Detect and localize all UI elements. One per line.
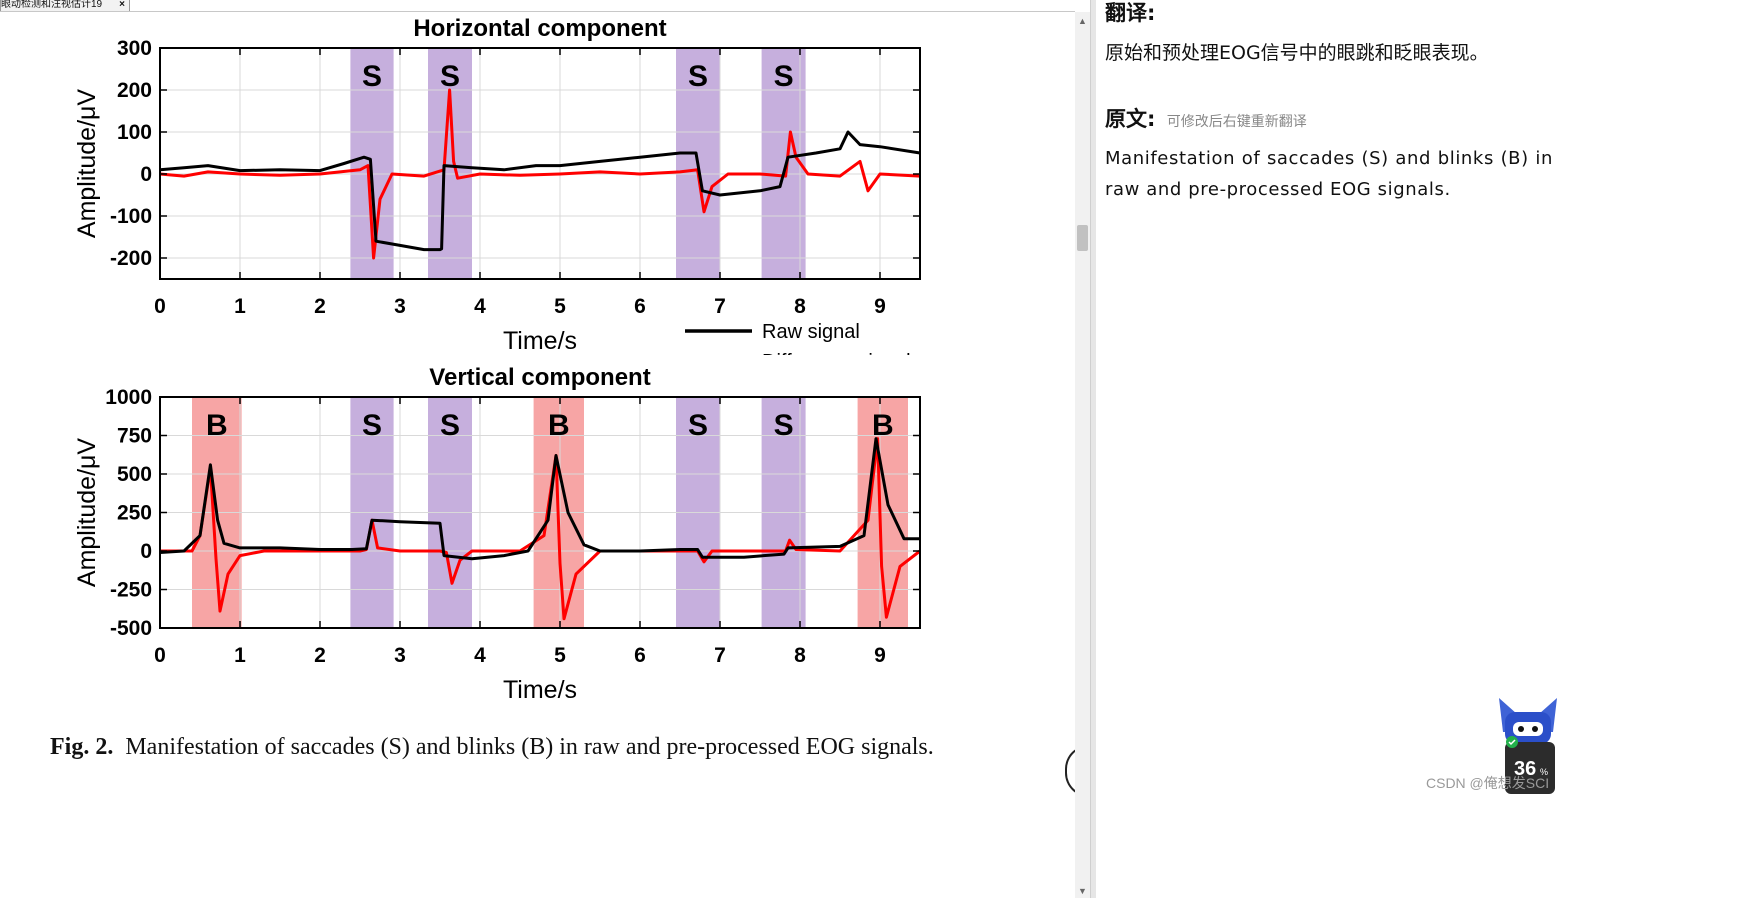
x-tick-label: 9: [874, 295, 886, 318]
caption-text: Manifestation of saccades (S) and blinks…: [125, 734, 934, 760]
x-tick-label: 7: [714, 295, 726, 318]
x-tick-label: 3: [394, 295, 406, 318]
series-line-raw-signal: [159, 130, 921, 252]
assistant-widget[interactable]: 36 %: [1497, 696, 1559, 798]
region-label-2: S: [688, 60, 708, 93]
y-tick-label: 0: [140, 163, 152, 186]
region-label-5: S: [774, 409, 794, 442]
y-tick-label: 500: [117, 463, 152, 486]
region-label-1: S: [362, 409, 382, 442]
x-tick-label: 6: [634, 295, 646, 318]
document-viewer: 眼动检测和注视估计19 × Horizontal component S S S S 0 1…: [0, 0, 1097, 797]
region-s-1: [428, 48, 472, 279]
y-tick-label: 0: [140, 540, 152, 563]
x-tick-label: 6: [634, 644, 646, 667]
widget-body: [1505, 742, 1555, 794]
x-tick-label: 1: [234, 644, 246, 667]
series-line-raw-signal: [159, 437, 920, 561]
x-tick-label: 8: [794, 295, 806, 318]
x-tick-label: 5: [554, 295, 566, 318]
y-tick-label: 1000: [105, 386, 152, 409]
region-label-0: B: [206, 409, 228, 442]
y-tick-label: 200: [117, 79, 152, 102]
plot-frame: [159, 47, 921, 280]
y-axis-label: Amplitude/μV: [73, 438, 101, 588]
y-tick-label: -200: [110, 247, 152, 270]
x-tick-label: 2: [314, 295, 326, 318]
y-tick-label: 750: [117, 425, 152, 448]
x-axis-label: Time/s: [503, 327, 577, 355]
region-label-3: B: [548, 409, 570, 442]
original-heading-row: 原文: 可修改后右键重新翻译: [1105, 103, 1307, 133]
scroll-up-icon[interactable]: ▲: [1078, 16, 1087, 26]
caption-label: Fig. 2.: [50, 734, 114, 760]
scroll-thumb[interactable]: [1077, 225, 1088, 251]
x-tick-label: 7: [714, 644, 726, 667]
y-axis-label: Amplitude/μV: [73, 89, 101, 239]
widget-percent-unit: %: [1540, 767, 1548, 777]
x-tick-label: 2: [314, 644, 326, 667]
figure-caption: Fig. 2. Manifestation of saccades (S) an…: [50, 732, 950, 763]
y-tick-label: 300: [117, 37, 152, 60]
series-line-difference-signal: [159, 88, 921, 260]
original-text[interactable]: Manifestation of saccades (S) and blinks…: [1105, 148, 1553, 200]
y-tick-label: -100: [110, 205, 152, 228]
region-label-0: S: [362, 60, 382, 93]
horizontal-component-chart: Horizontal component S S S S 0 1 2 3 4 5 6 7 8 9 300 200…: [73, 15, 921, 355]
original-hint: 可修改后右键重新翻译: [1166, 114, 1307, 130]
translation-text[interactable]: 原始和预处理EOG信号中的眼跳和眨眼表现。: [1105, 42, 1489, 64]
x-tick-label: 9: [874, 644, 886, 667]
original-heading: 原文:: [1105, 107, 1156, 131]
region-label-6: B: [872, 409, 894, 442]
x-tick-label: 3: [394, 644, 406, 667]
tab-close-icon[interactable]: ×: [119, 0, 125, 10]
x-tick-label: 1: [234, 295, 246, 318]
panel-splitter[interactable]: [1090, 0, 1096, 898]
x-tick-label: 5: [554, 644, 566, 667]
x-tick-label: 4: [474, 644, 486, 667]
x-tick-label: 4: [474, 295, 486, 318]
translation-panel: [1096, 0, 1763, 898]
widget-percent: 36: [1514, 758, 1536, 780]
region-label-1: S: [440, 60, 460, 93]
document-scrollbar[interactable]: ▲ ▼: [1075, 12, 1090, 898]
y-tick-label: 100: [117, 121, 152, 144]
x-axis-label: Time/s: [503, 676, 577, 704]
region-s-3: [761, 48, 806, 279]
region-label-2: S: [440, 409, 460, 442]
chart-title: Horizontal component: [413, 15, 666, 42]
legend-label-0: Raw signal: [762, 321, 860, 343]
vertical-component-chart: Vertical component B S S B S S B 0 1 2 3 4 5 6 7 8 9 1000 7…: [73, 364, 921, 704]
translation-heading: 翻译:: [1105, 1, 1156, 25]
watermark: CSDN @俺想发SCI: [1426, 775, 1550, 791]
x-tick-label: 0: [154, 644, 166, 667]
scroll-down-icon[interactable]: ▼: [1078, 886, 1087, 896]
tab-divider: [0, 11, 1075, 12]
y-tick-label: -250: [110, 579, 152, 602]
tab-title: 眼动检测和注视估计19: [1, 0, 103, 10]
legend-label-1: Difference signal: [762, 351, 911, 355]
region-label-4: S: [688, 409, 708, 442]
x-tick-label: 0: [154, 295, 166, 318]
region-label-3: S: [774, 60, 794, 93]
chart-title: Vertical component: [429, 364, 650, 391]
y-tick-label: -500: [110, 617, 152, 640]
y-tick-label: 250: [117, 502, 152, 525]
x-tick-label: 8: [794, 644, 806, 667]
